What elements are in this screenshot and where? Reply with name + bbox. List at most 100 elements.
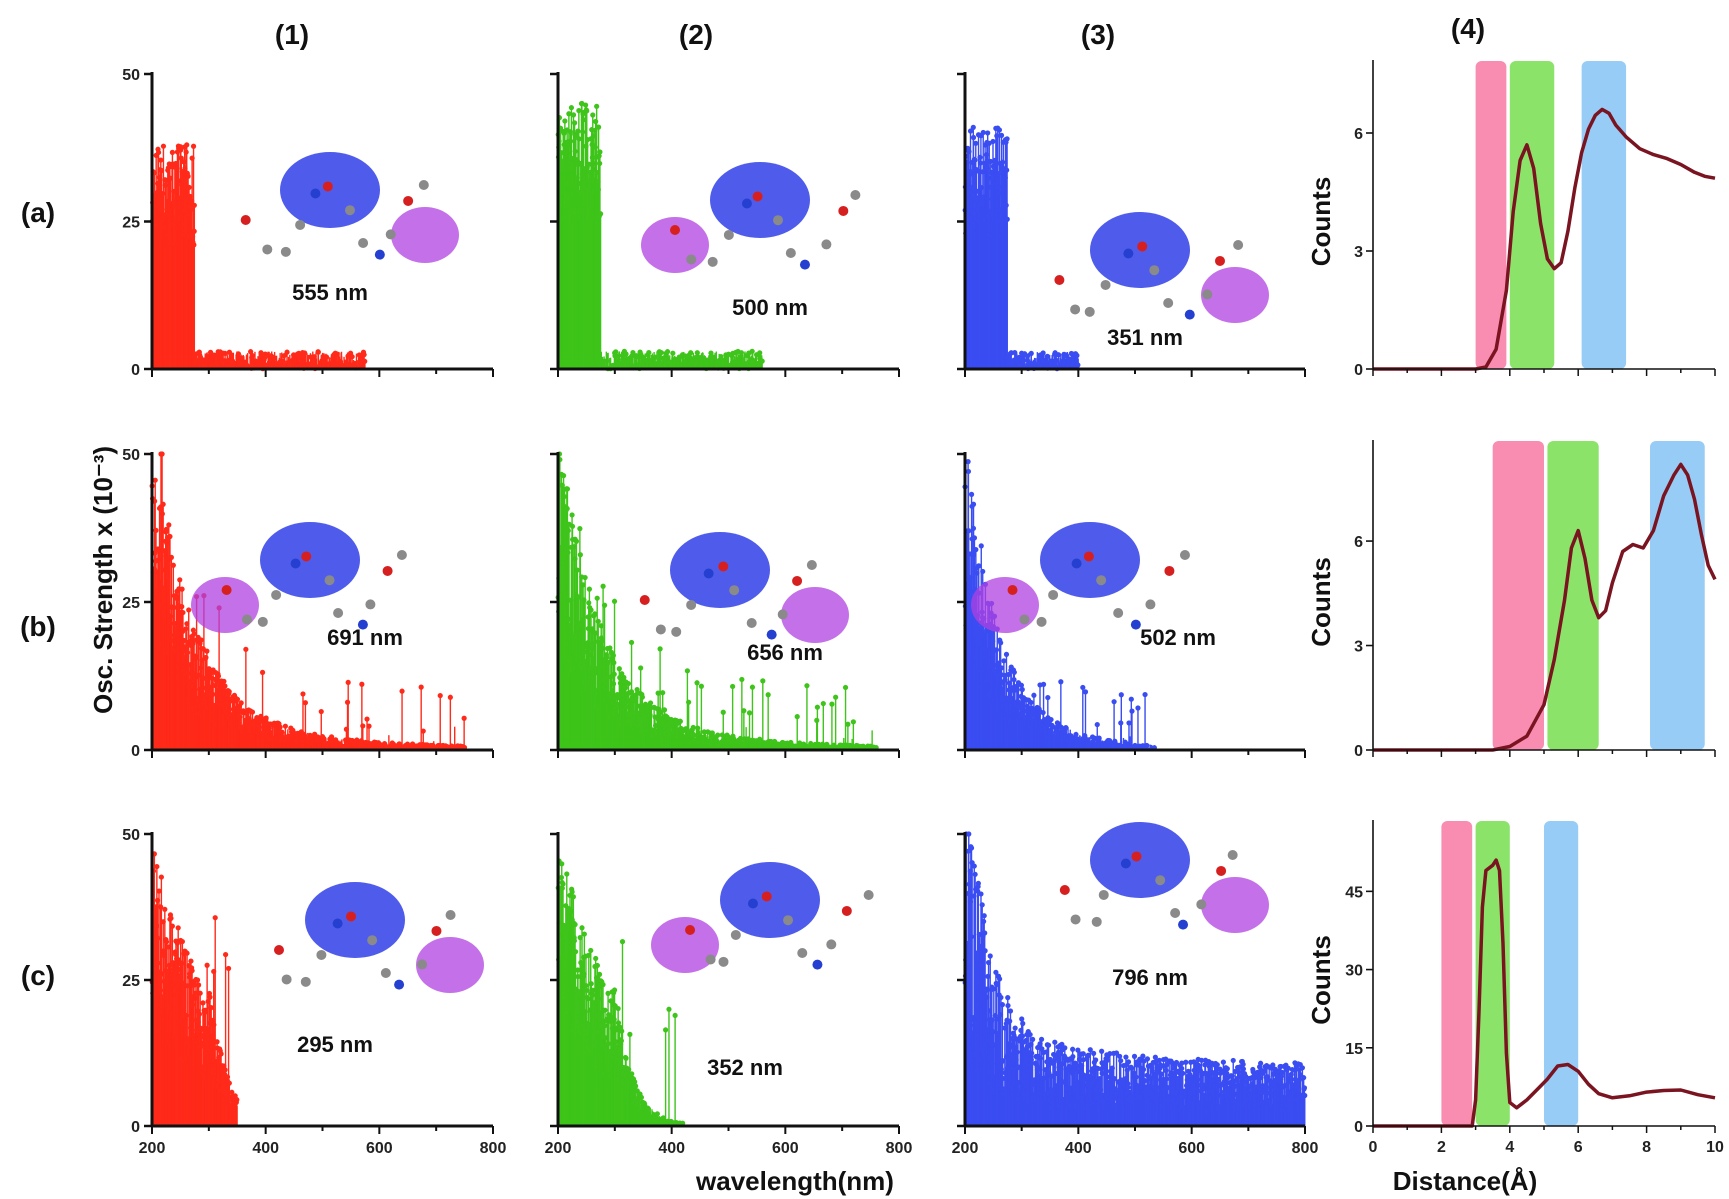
spectrum-stick-marker [600,583,606,589]
spectrum-stick-marker [759,358,765,364]
atom [785,247,796,258]
atom [322,181,333,192]
spectrum-stick-marker [972,157,978,163]
atom [838,205,849,216]
y-tick-label: 0 [131,362,140,379]
spectrum-stick-marker [345,679,351,686]
spectrum-stick-marker [349,354,355,360]
spectrum-stick-marker [1028,350,1034,357]
spectrum-stick-marker [709,730,715,736]
spectrum-stick-marker [170,562,176,568]
atom [271,589,282,600]
spectrum-stick-marker [720,709,726,715]
spectrum-stick-marker [1040,350,1046,356]
spectrum-stick-marker [597,149,603,155]
spectrum-stick-marker [183,626,189,632]
spectrum-stick-marker [730,683,736,690]
spectrum-stick-marker [583,102,589,108]
atom [358,237,369,248]
spectrum-y-axis-title: Osc. Strength x (10⁻³) [88,446,118,714]
atom [374,249,385,260]
atom [324,575,335,586]
atom [1214,255,1225,266]
spectrum-stick-marker [814,704,820,710]
spectrum-stick-marker [569,523,576,529]
spectrum-stick-marker [159,451,165,457]
spectrum-stick-marker [657,646,663,652]
spectrum-stick-marker [582,574,588,581]
spectrum-stick-marker [1053,357,1060,364]
spectrum-stick-marker [577,526,583,532]
spectrum-stick-marker [694,680,700,686]
spectrum-stick-marker [1004,136,1010,142]
spectrum-stick-marker [638,665,644,671]
spectrum-stick-marker [658,709,664,715]
atom [1137,241,1148,252]
spectrum-stick-marker [226,688,232,695]
spectrum-stick-marker [560,473,567,479]
row-label-b: (b) [20,611,56,642]
wavelength-annotation: 691 nm [327,625,403,650]
atom [850,190,861,201]
spectrum-stick-marker [262,351,268,357]
spectrum-stick-marker [639,694,645,700]
spectrum-stick-marker [833,694,839,700]
molecular-orbital-image [1054,212,1269,323]
spectrum-stick-marker [998,132,1005,138]
row-label-a: (a) [21,197,55,228]
spectrum-stick-marker [967,128,974,134]
spectrum-stick-marker [625,680,632,687]
spectrum-stick-marker [206,666,212,672]
atom [799,259,810,270]
molecular-orbital-image [641,162,861,273]
spectrum-stick-marker [647,700,654,706]
column-label-2: (2) [679,19,713,50]
spectrum-stick-marker [660,690,666,696]
atom [221,585,232,595]
spectrum-stick-marker [765,692,771,698]
spectrum-panel-b2: 656 nm [550,451,900,758]
column-label-1: (1) [275,19,309,50]
spectrum-stick-marker [249,352,255,359]
atom [707,256,718,267]
spectrum-stick-marker [746,710,753,716]
spectrum-stick-marker [597,211,604,217]
spectrum-stick-marker [437,692,443,699]
spectrum-stick-marker [207,349,214,355]
spectrum-stick-marker [186,184,192,190]
spectrum-stick-marker [970,134,977,141]
spectrum-stick-marker [586,161,592,167]
spectrum-stick-marker [715,732,721,738]
spectrum-stick-marker [682,353,689,359]
spectrum-stick-marker [570,112,577,118]
atom [1163,297,1174,308]
spectrum-stick-marker [575,128,581,134]
spectrum-stick-marker [234,696,241,702]
atom [1084,306,1095,317]
atom [290,558,301,569]
rdf-x-axis-title: Distance(Å) [1393,1166,1537,1196]
atom [752,191,763,202]
spectrum-stick-marker [611,598,618,604]
spectrum-stick-marker [590,112,596,118]
spectrum-stick-marker [637,349,643,355]
spectrum-stick-marker [562,118,568,124]
spectrum-stick-marker [684,668,690,674]
spectrum-stick-marker [584,108,590,114]
atom [382,565,393,576]
atom [240,215,251,225]
spectrum-stick-marker [760,678,766,684]
atom [344,205,355,216]
spectrum-stick-marker [977,154,983,160]
spectrum-stick-marker [366,723,372,729]
spectrum-stick-marker [797,740,803,746]
spectrum-stick-marker [153,527,159,533]
spectrum-stick-marker [670,350,676,356]
spectrum-stick-marker [741,708,747,714]
spectrum-stick-marker [970,124,976,130]
atom [723,229,734,240]
spectrum-stick-marker [302,700,309,706]
atom [741,198,752,209]
spectrum-stick-marker [845,721,851,727]
atom [385,229,396,240]
